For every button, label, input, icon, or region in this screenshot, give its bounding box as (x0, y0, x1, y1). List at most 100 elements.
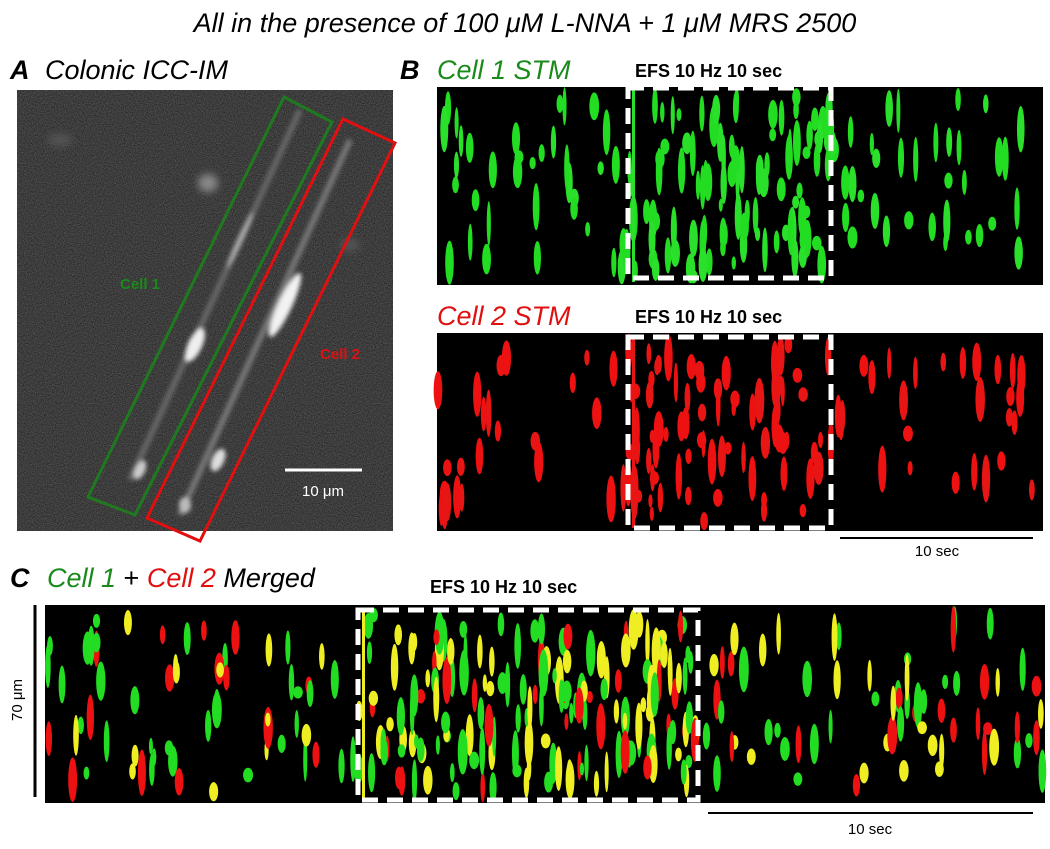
signal-streak (530, 619, 540, 643)
signal-streak (746, 748, 756, 765)
signal-streak (529, 156, 536, 170)
signal-streak (596, 641, 606, 679)
signal-streak (534, 441, 544, 483)
cell-label: Cell 2 (320, 346, 360, 363)
signal-streak (773, 230, 780, 254)
signal-streak (497, 672, 508, 694)
signal-streak (96, 661, 106, 701)
signal-streak (611, 145, 620, 184)
signal-streak (532, 684, 538, 704)
signal-streak (441, 711, 451, 734)
signal-streak (447, 638, 455, 665)
signal-streak (479, 727, 486, 775)
signal-streak (780, 736, 790, 761)
signal-streak (550, 125, 557, 159)
signal-streak (839, 400, 846, 433)
signal-streak (533, 240, 541, 275)
signal-streak (670, 239, 680, 267)
signal-streak (738, 646, 749, 693)
stimulus-box (625, 334, 834, 531)
signal-streak (486, 681, 495, 697)
signal-streak (859, 354, 869, 377)
signal-streak (486, 201, 491, 246)
signal-streak (443, 483, 452, 522)
signal-streak (981, 730, 988, 776)
signal-streak (569, 702, 574, 724)
signal-streak (818, 431, 824, 449)
signal-streak (600, 678, 608, 701)
signal-streak (473, 371, 482, 417)
signal-streak (769, 128, 777, 142)
signal-streak (887, 716, 898, 755)
signal-streak (440, 105, 449, 153)
signal-streak (645, 619, 650, 667)
signal-streak (695, 170, 701, 200)
signal-streak (414, 734, 419, 749)
signal-streak (183, 622, 191, 656)
signal-streak (833, 660, 841, 700)
signal-streak (682, 132, 692, 155)
signal-streak (764, 718, 773, 746)
signal-streak (778, 375, 784, 395)
signal-streak (681, 407, 690, 440)
signal-streak (817, 245, 827, 284)
signal-streak (729, 731, 735, 763)
signal-streak (701, 214, 708, 249)
signal-streak (592, 397, 602, 430)
signal-streak (802, 660, 812, 698)
signal-streak (417, 737, 425, 762)
signal-streak (396, 697, 405, 736)
signal-streak (563, 623, 573, 650)
signal-streak (223, 664, 230, 691)
signal-streak (579, 762, 585, 776)
signal-streak (857, 189, 865, 203)
signal-streak (480, 396, 487, 432)
signal-streak (606, 475, 616, 523)
signal-streak (1014, 187, 1020, 230)
signal-streak (620, 730, 630, 774)
signal-streak (368, 690, 379, 706)
signal-streak (731, 256, 737, 270)
signal-streak (811, 235, 822, 251)
signal-streak (899, 759, 909, 782)
signal-streak (511, 122, 521, 155)
signal-streak (951, 471, 960, 494)
signal-streak (201, 620, 207, 641)
signal-streak (622, 712, 628, 730)
signal-streak (137, 749, 146, 796)
signal-streak (231, 620, 240, 655)
signal-streak (538, 649, 549, 697)
signal-streak (903, 425, 913, 442)
signal-streak (442, 656, 452, 705)
signal-streak (885, 90, 893, 127)
signal-streak (632, 90, 635, 282)
signal-streak (646, 447, 652, 474)
signal-streak (456, 457, 465, 476)
signal-streak (852, 774, 861, 797)
signal-streak (480, 771, 486, 803)
scale-label: 10 sec (848, 821, 893, 838)
signal-streak (981, 454, 991, 503)
signal-streak (994, 354, 1002, 385)
signal-streak (173, 654, 179, 681)
signal-streak (715, 382, 721, 427)
signal-streak (216, 662, 225, 678)
signal-streak (655, 149, 665, 169)
panel-title: Cell 2 STM (437, 301, 571, 331)
signal-streak (657, 482, 664, 513)
signal-streak (792, 88, 801, 107)
signal-streak (904, 654, 910, 702)
signal-streak (809, 723, 819, 765)
signal-streak (303, 736, 308, 782)
signal-streak (411, 759, 418, 803)
scale-label: 10 sec (915, 543, 960, 560)
signal-streak (556, 94, 564, 113)
signal-streak (682, 657, 688, 695)
signal-streak (597, 161, 604, 175)
signal-streak (975, 224, 984, 248)
signal-streak (787, 208, 795, 256)
signal-streak (709, 653, 719, 677)
signal-streak (650, 672, 659, 717)
signal-streak (648, 220, 656, 258)
signal-streak (92, 613, 101, 628)
